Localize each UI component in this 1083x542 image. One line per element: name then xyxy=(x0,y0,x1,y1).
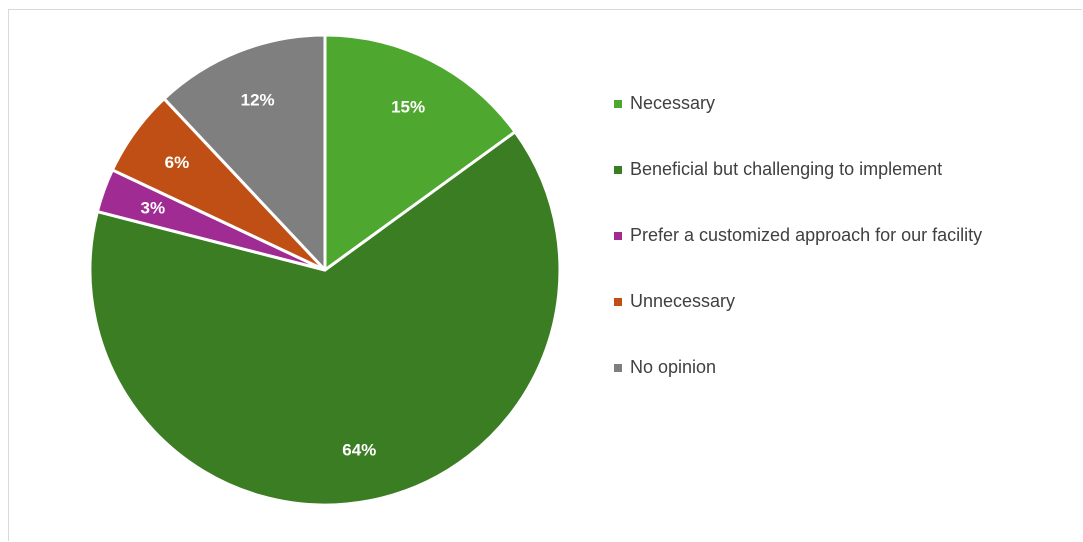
legend-item-customized: Prefer a customized approach for our fac… xyxy=(614,224,1074,290)
legend-label-necessary: Necessary xyxy=(630,93,716,113)
data-label-necessary: 15% xyxy=(391,97,425,116)
legend: Necessary Beneficial but challenging to … xyxy=(614,92,1074,422)
legend-label-unnecessary: Unnecessary xyxy=(630,291,736,311)
data-label-prefer-a-customized-approach-for-our-facility: 3% xyxy=(141,199,166,218)
legend-label-beneficial: Beneficial but challenging to implement xyxy=(630,159,943,179)
legend-label-no-opinion: No opinion xyxy=(630,357,717,377)
legend-item-unnecessary: Unnecessary xyxy=(614,290,1074,356)
pie-chart: 15% 64% 3% 6% 12% xyxy=(88,33,562,507)
legend-swatch-customized xyxy=(614,232,622,240)
data-label-beneficial-but-challenging-to-implement: 64% xyxy=(342,440,376,459)
legend-item-beneficial: Beneficial but challenging to implement xyxy=(614,158,1074,224)
data-label-unnecessary: 6% xyxy=(165,153,190,172)
legend-label-customized: Prefer a customized approach for our fac… xyxy=(630,225,983,245)
legend-swatch-necessary xyxy=(614,100,622,108)
legend-swatch-beneficial xyxy=(614,166,622,174)
data-label-no-opinion: 12% xyxy=(241,90,275,109)
pie-slice-necessary xyxy=(323,33,517,272)
pie-slice-no-opinion xyxy=(162,33,327,272)
pie-slice-beneficial-but-challenging-to-implement xyxy=(88,130,562,507)
legend-item-no-opinion: No opinion xyxy=(614,356,1074,422)
legend-swatch-unnecessary xyxy=(614,298,622,306)
legend-item-necessary: Necessary xyxy=(614,92,1074,158)
legend-swatch-no-opinion xyxy=(614,364,622,372)
chart-area xyxy=(8,9,1082,541)
